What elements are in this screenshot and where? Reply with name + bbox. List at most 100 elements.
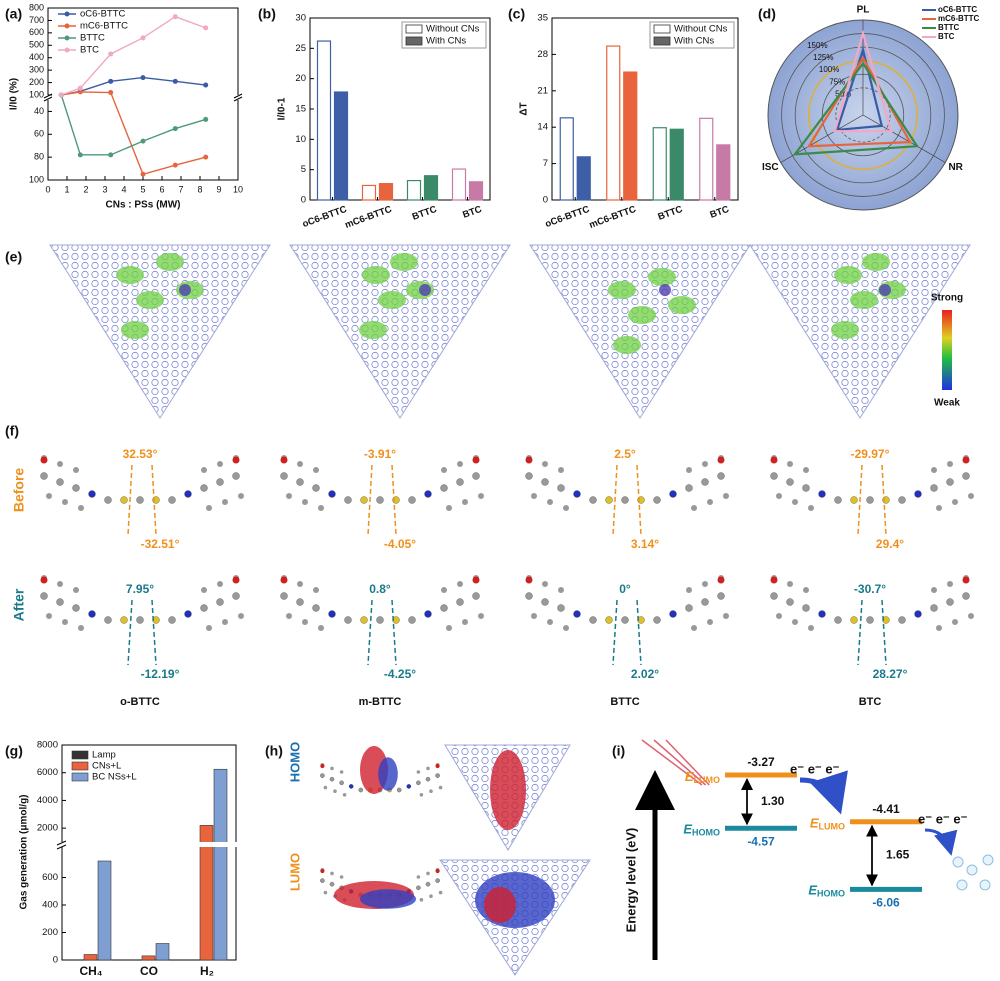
angle-label: 0° (619, 582, 631, 596)
dihedral-line (857, 464, 863, 536)
panel-label: (c) (508, 6, 525, 22)
angle-label: -4.25° (384, 667, 416, 681)
colorbar (942, 310, 952, 390)
atom (456, 478, 464, 486)
density-blob (362, 266, 390, 284)
panel-label: (a) (5, 6, 22, 22)
atom (446, 625, 452, 631)
atom (525, 472, 533, 480)
atom (360, 496, 368, 504)
y-tick-label: 14 (537, 122, 548, 133)
atom (803, 587, 809, 593)
density-hotspot (659, 284, 671, 296)
atom (438, 890, 443, 895)
r-tick-label: 125% (813, 53, 833, 62)
atom (62, 499, 68, 505)
light-ray (665, 739, 710, 786)
axis-break (44, 95, 52, 100)
atom (72, 484, 80, 492)
atom (328, 490, 336, 498)
x-tick-label: CO (140, 964, 158, 978)
atom (286, 613, 292, 619)
atom (685, 484, 693, 492)
row-label: After (11, 588, 27, 621)
panel-label: (e) (5, 249, 22, 265)
atom (930, 604, 938, 612)
atom (302, 619, 308, 625)
legend-swatch (405, 36, 423, 46)
atom (621, 496, 629, 504)
x-tick-label: BTTC (657, 204, 685, 223)
atom (320, 773, 325, 778)
atom (947, 581, 953, 587)
density-blob (850, 291, 878, 309)
atom (426, 766, 430, 771)
dihedral-line (881, 599, 887, 666)
bar (361, 184, 377, 201)
atom (280, 576, 288, 584)
series-line (60, 94, 206, 156)
bar (716, 144, 731, 201)
atom (605, 496, 613, 504)
atom (440, 484, 448, 492)
x-tick-label: mC6-BTTC (343, 204, 393, 231)
atom (348, 784, 354, 789)
legend-label: BTTC (80, 33, 105, 44)
level-name-e: E (683, 822, 692, 837)
atom (73, 587, 79, 593)
dihedral-line (391, 464, 397, 536)
atom (563, 625, 569, 631)
atom (787, 461, 793, 467)
atom (238, 613, 244, 619)
atom (946, 598, 954, 606)
radar-series (792, 61, 920, 156)
atom (280, 472, 288, 480)
atom (416, 770, 421, 774)
x-tick-label: 9 (216, 184, 221, 194)
x-tick-label: oC6-BTTC (301, 204, 349, 230)
x-tick-label: 3 (102, 184, 107, 194)
atom (56, 478, 64, 486)
atom (776, 613, 782, 619)
level-name-e: E (808, 883, 817, 898)
dihedral-line (636, 599, 642, 666)
x-tick-label: BTC (461, 204, 483, 221)
r-tick-label: 50% (835, 90, 851, 99)
x-tick-label: 4 (121, 184, 126, 194)
atom (962, 576, 970, 584)
atom (803, 467, 809, 473)
atom (168, 616, 176, 624)
row-label: Before (11, 468, 27, 513)
atom (238, 493, 244, 499)
atom (297, 461, 303, 467)
atom (787, 581, 793, 587)
legend-label: CNs+L (92, 761, 121, 772)
atom (429, 894, 433, 898)
gap-label: 1.65 (886, 848, 910, 862)
atom (416, 885, 421, 891)
atom (104, 616, 112, 624)
y-axis-label: I/I0 (%) (9, 78, 20, 110)
atom (323, 785, 328, 790)
y-tick-label: 200 (42, 927, 58, 938)
atom (952, 619, 958, 625)
atom (72, 604, 80, 612)
panel-label: (d) (758, 6, 776, 22)
atom (717, 472, 725, 480)
y-tick-label: 5 (301, 164, 306, 175)
dihedral-line (636, 464, 642, 536)
molecule-name: BTTC (610, 696, 639, 708)
density-blob (121, 321, 149, 339)
radar-axis (862, 114, 946, 163)
atom (296, 478, 304, 486)
series-line (61, 91, 206, 176)
point (108, 152, 114, 158)
axis-break (58, 842, 240, 847)
y-tick-label: 0 (543, 195, 548, 206)
density-blob (136, 291, 164, 309)
atom (429, 789, 433, 793)
legend-label: With CNs (674, 36, 714, 47)
atom (330, 766, 334, 771)
atom (472, 592, 480, 600)
axis-break (234, 95, 242, 100)
